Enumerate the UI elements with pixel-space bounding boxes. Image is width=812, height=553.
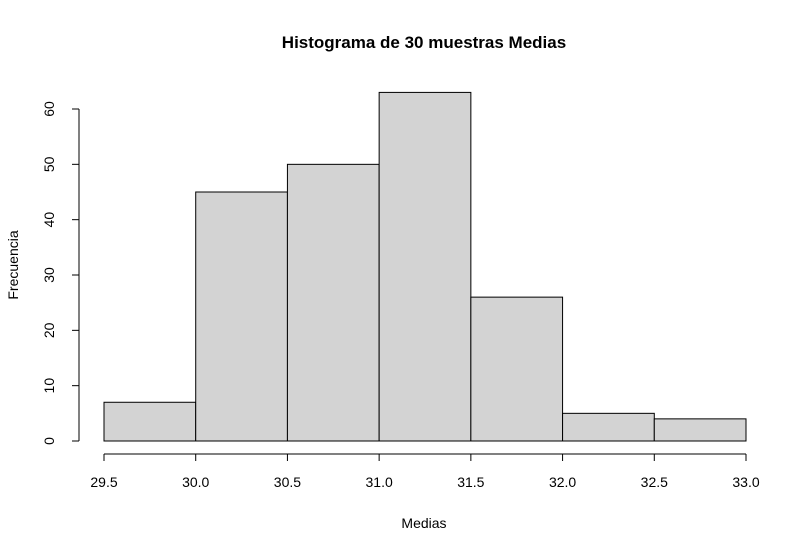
x-tick-label: 30.5 — [274, 474, 301, 490]
x-tick-label: 30.0 — [182, 474, 209, 490]
y-tick-label: 50 — [41, 156, 57, 172]
x-axis-label: Medias — [401, 515, 446, 531]
bars-group — [103, 91, 747, 442]
y-tick-label: 60 — [41, 101, 57, 117]
y-axis: 0 10 20 30 40 50 60 — [41, 101, 80, 445]
x-tick-label: 29.5 — [90, 474, 117, 490]
x-tick-label: 32.5 — [641, 474, 668, 490]
y-tick-label: 10 — [41, 378, 57, 394]
x-tick-label: 31.0 — [366, 474, 393, 490]
histogram-bar — [286, 163, 380, 442]
chart-title: Histograma de 30 muestras Medias — [282, 33, 566, 52]
histogram-bar — [378, 91, 472, 442]
histogram-bar — [562, 412, 655, 442]
x-tick-label: 33.0 — [732, 474, 759, 490]
y-tick-label: 20 — [41, 322, 57, 338]
histogram-bar — [470, 296, 564, 442]
x-tick-label: 31.5 — [457, 474, 484, 490]
y-axis-label: Frecuencia — [5, 230, 21, 299]
y-tick-label: 40 — [41, 212, 57, 228]
y-tick-label: 30 — [41, 267, 57, 283]
histogram-bar — [653, 418, 747, 442]
y-tick-label: 0 — [41, 437, 57, 445]
x-axis: 29.5 30.0 30.5 31.0 31.5 32.0 32.5 33.0 — [90, 453, 760, 490]
histogram-bar — [103, 401, 197, 442]
histogram-bar — [195, 191, 288, 442]
x-tick-label: 32.0 — [549, 474, 576, 490]
